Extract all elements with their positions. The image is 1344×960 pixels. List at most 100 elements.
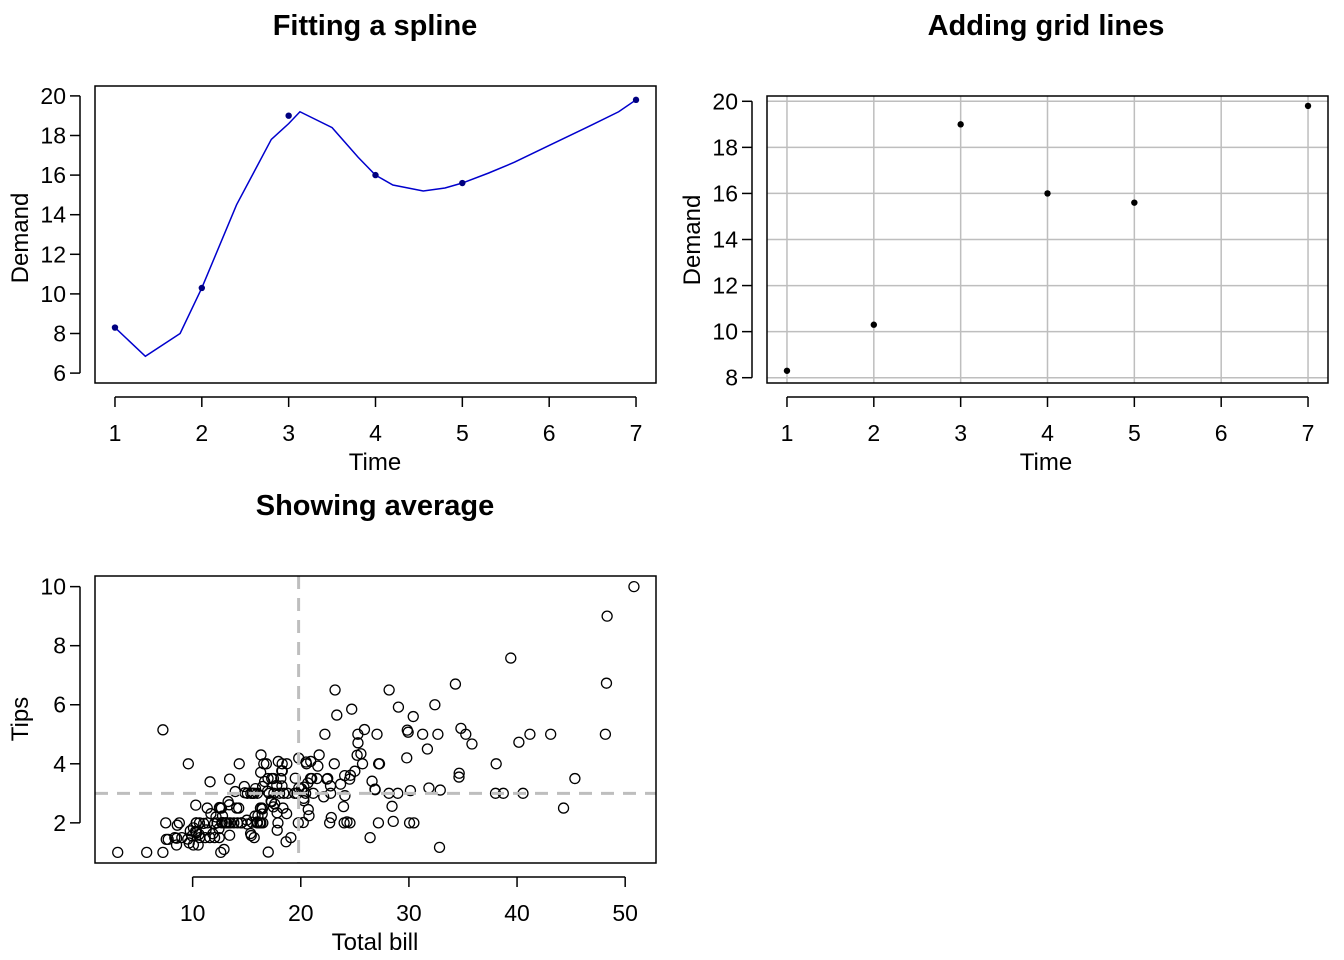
data-point (285, 112, 292, 119)
data-point (404, 785, 417, 797)
plot-frame (766, 95, 1329, 384)
data-point (208, 831, 221, 844)
data-point (262, 846, 274, 858)
chart-title: Fitting a spline (273, 10, 478, 42)
data-point (505, 652, 517, 664)
data-point (372, 817, 385, 829)
x-tick-label: 5 (456, 420, 469, 446)
data-point (280, 808, 293, 820)
data-point (433, 841, 446, 854)
data-point (344, 817, 356, 829)
x-axis-title: Total bill (332, 929, 419, 956)
x-tick-label: 20 (288, 900, 314, 926)
data-point (160, 817, 172, 829)
y-tick-label: 10 (40, 281, 66, 307)
x-tick-label: 30 (396, 900, 422, 926)
data-point (246, 816, 258, 828)
data-point (319, 728, 331, 740)
data-point (193, 817, 206, 829)
data-point (423, 782, 435, 794)
x-tick-label: 1 (109, 420, 122, 446)
data-point (215, 802, 228, 814)
data-point (312, 760, 324, 772)
data-point (346, 703, 358, 715)
data-point (459, 179, 466, 187)
data-point (192, 839, 204, 851)
data-point (386, 800, 398, 812)
y-tick-label: 8 (53, 633, 66, 659)
data-point (170, 839, 183, 851)
data-point (432, 728, 444, 740)
y-tick-label: 18 (40, 123, 66, 149)
x-axis: 1 2 3 4 5 6 7 (781, 396, 1314, 446)
spline-line (114, 99, 637, 358)
data-point (182, 758, 194, 770)
data-point (1304, 102, 1312, 110)
data-point (344, 773, 356, 785)
data-point (372, 171, 379, 179)
data-point (170, 832, 183, 844)
x-tick-label: 5 (1128, 420, 1141, 446)
data-point (545, 728, 557, 740)
data-point (157, 724, 169, 736)
data-point (198, 817, 210, 830)
x-tick-label: 7 (630, 420, 643, 446)
data-point (223, 773, 236, 785)
data-point (349, 765, 361, 777)
data-point (271, 824, 283, 836)
average-reference-lines (95, 576, 656, 863)
data-point (324, 817, 336, 829)
y-tick-label: 2 (53, 810, 66, 836)
data-point (466, 738, 478, 750)
y-tick-label: 6 (53, 692, 66, 718)
data-point (329, 684, 341, 696)
x-tick-label: 2 (867, 420, 880, 446)
data-point (453, 767, 465, 779)
data-point (322, 772, 334, 785)
data-point (245, 829, 257, 842)
data-point (213, 823, 225, 835)
data-point (513, 736, 525, 748)
data-point (490, 758, 502, 770)
data-point (408, 817, 420, 829)
grid-lines (767, 96, 1328, 383)
y-axis-title: Demand (679, 195, 706, 286)
data-point (628, 580, 640, 593)
data-point (302, 803, 314, 816)
x-tick-label: 3 (282, 420, 295, 446)
data-point (111, 324, 119, 331)
data-point (337, 800, 350, 813)
y-tick-label: 14 (40, 202, 66, 228)
data-point (371, 728, 383, 740)
plot-frame (94, 85, 657, 384)
data-point (157, 846, 169, 859)
data-point (356, 758, 369, 770)
x-axis: 10 20 30 40 50 (180, 876, 638, 926)
data-point (557, 802, 570, 814)
y-tick-label: 12 (712, 273, 738, 299)
x-tick-label: 2 (195, 420, 208, 446)
data-point (198, 284, 206, 292)
data-point (285, 831, 297, 844)
data-point (364, 831, 376, 844)
data-point (190, 817, 202, 829)
x-axis-title: Time (349, 449, 401, 476)
data-point (233, 802, 245, 814)
data-point (957, 121, 964, 128)
y-tick-label: 18 (712, 134, 738, 160)
data-point (387, 815, 399, 828)
data-point (215, 846, 227, 859)
x-tick-label: 6 (1215, 420, 1228, 446)
y-tick-label: 6 (53, 360, 66, 386)
y-axis: 6 8 10 12 14 16 18 20 (40, 83, 81, 386)
data-point (229, 785, 241, 798)
y-tick-label: 20 (712, 88, 738, 114)
y-axis-title: Demand (7, 193, 34, 284)
data-point (600, 677, 613, 689)
data-point (383, 684, 395, 696)
data-point (355, 748, 367, 760)
data-point (256, 808, 268, 820)
data-point (213, 831, 225, 844)
x-tick-label: 3 (954, 420, 967, 446)
